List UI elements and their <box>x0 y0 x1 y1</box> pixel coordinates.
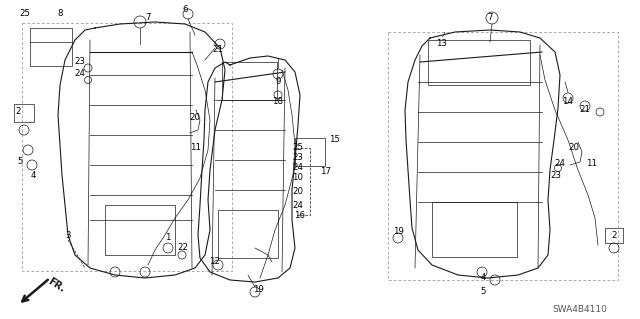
Text: 23: 23 <box>74 57 86 66</box>
Bar <box>30 28 72 66</box>
Text: 24: 24 <box>292 201 303 210</box>
Bar <box>105 205 175 255</box>
Text: 25: 25 <box>292 143 303 152</box>
Text: 2: 2 <box>611 231 617 240</box>
Text: 14: 14 <box>563 98 573 107</box>
Text: 4: 4 <box>480 272 486 281</box>
Text: 20: 20 <box>568 144 579 152</box>
Text: 24: 24 <box>554 159 566 167</box>
Text: 21: 21 <box>579 106 591 115</box>
Text: 5: 5 <box>17 158 23 167</box>
Bar <box>218 210 278 258</box>
Bar <box>22 23 232 271</box>
Bar <box>388 32 618 280</box>
Text: 20: 20 <box>189 114 200 122</box>
Text: 4: 4 <box>30 170 36 180</box>
Text: 13: 13 <box>436 40 447 48</box>
Bar <box>432 202 517 257</box>
Text: 22: 22 <box>177 243 189 253</box>
Text: 9: 9 <box>275 78 281 86</box>
Text: 15: 15 <box>330 136 340 145</box>
Text: SWA4B4110: SWA4B4110 <box>552 306 607 315</box>
Text: 10: 10 <box>292 173 303 182</box>
Text: 19: 19 <box>253 286 264 294</box>
Text: 6: 6 <box>182 5 188 14</box>
Text: 3: 3 <box>65 232 71 241</box>
Bar <box>605 228 623 243</box>
Bar <box>428 40 530 85</box>
Text: 20: 20 <box>292 188 303 197</box>
Text: 11: 11 <box>191 144 202 152</box>
Text: 24: 24 <box>74 70 86 78</box>
Text: 23: 23 <box>292 152 303 161</box>
Text: 17: 17 <box>321 167 332 176</box>
Text: 25: 25 <box>19 10 31 19</box>
Bar <box>14 104 34 122</box>
Text: 16: 16 <box>294 211 305 219</box>
Text: 18: 18 <box>273 98 284 107</box>
Text: 7: 7 <box>487 13 493 23</box>
Text: 5: 5 <box>480 287 486 296</box>
Text: FR.: FR. <box>46 276 67 294</box>
Text: 23: 23 <box>550 170 561 180</box>
Text: 21: 21 <box>212 46 223 55</box>
Text: 8: 8 <box>57 10 63 19</box>
Bar <box>295 138 325 166</box>
Text: 12: 12 <box>209 256 221 265</box>
Text: 7: 7 <box>145 13 151 23</box>
Text: 1: 1 <box>165 234 171 242</box>
Text: 24: 24 <box>292 162 303 172</box>
Bar <box>222 62 277 100</box>
Text: 2: 2 <box>15 108 20 116</box>
Text: 11: 11 <box>586 159 598 167</box>
Text: 19: 19 <box>392 227 403 236</box>
